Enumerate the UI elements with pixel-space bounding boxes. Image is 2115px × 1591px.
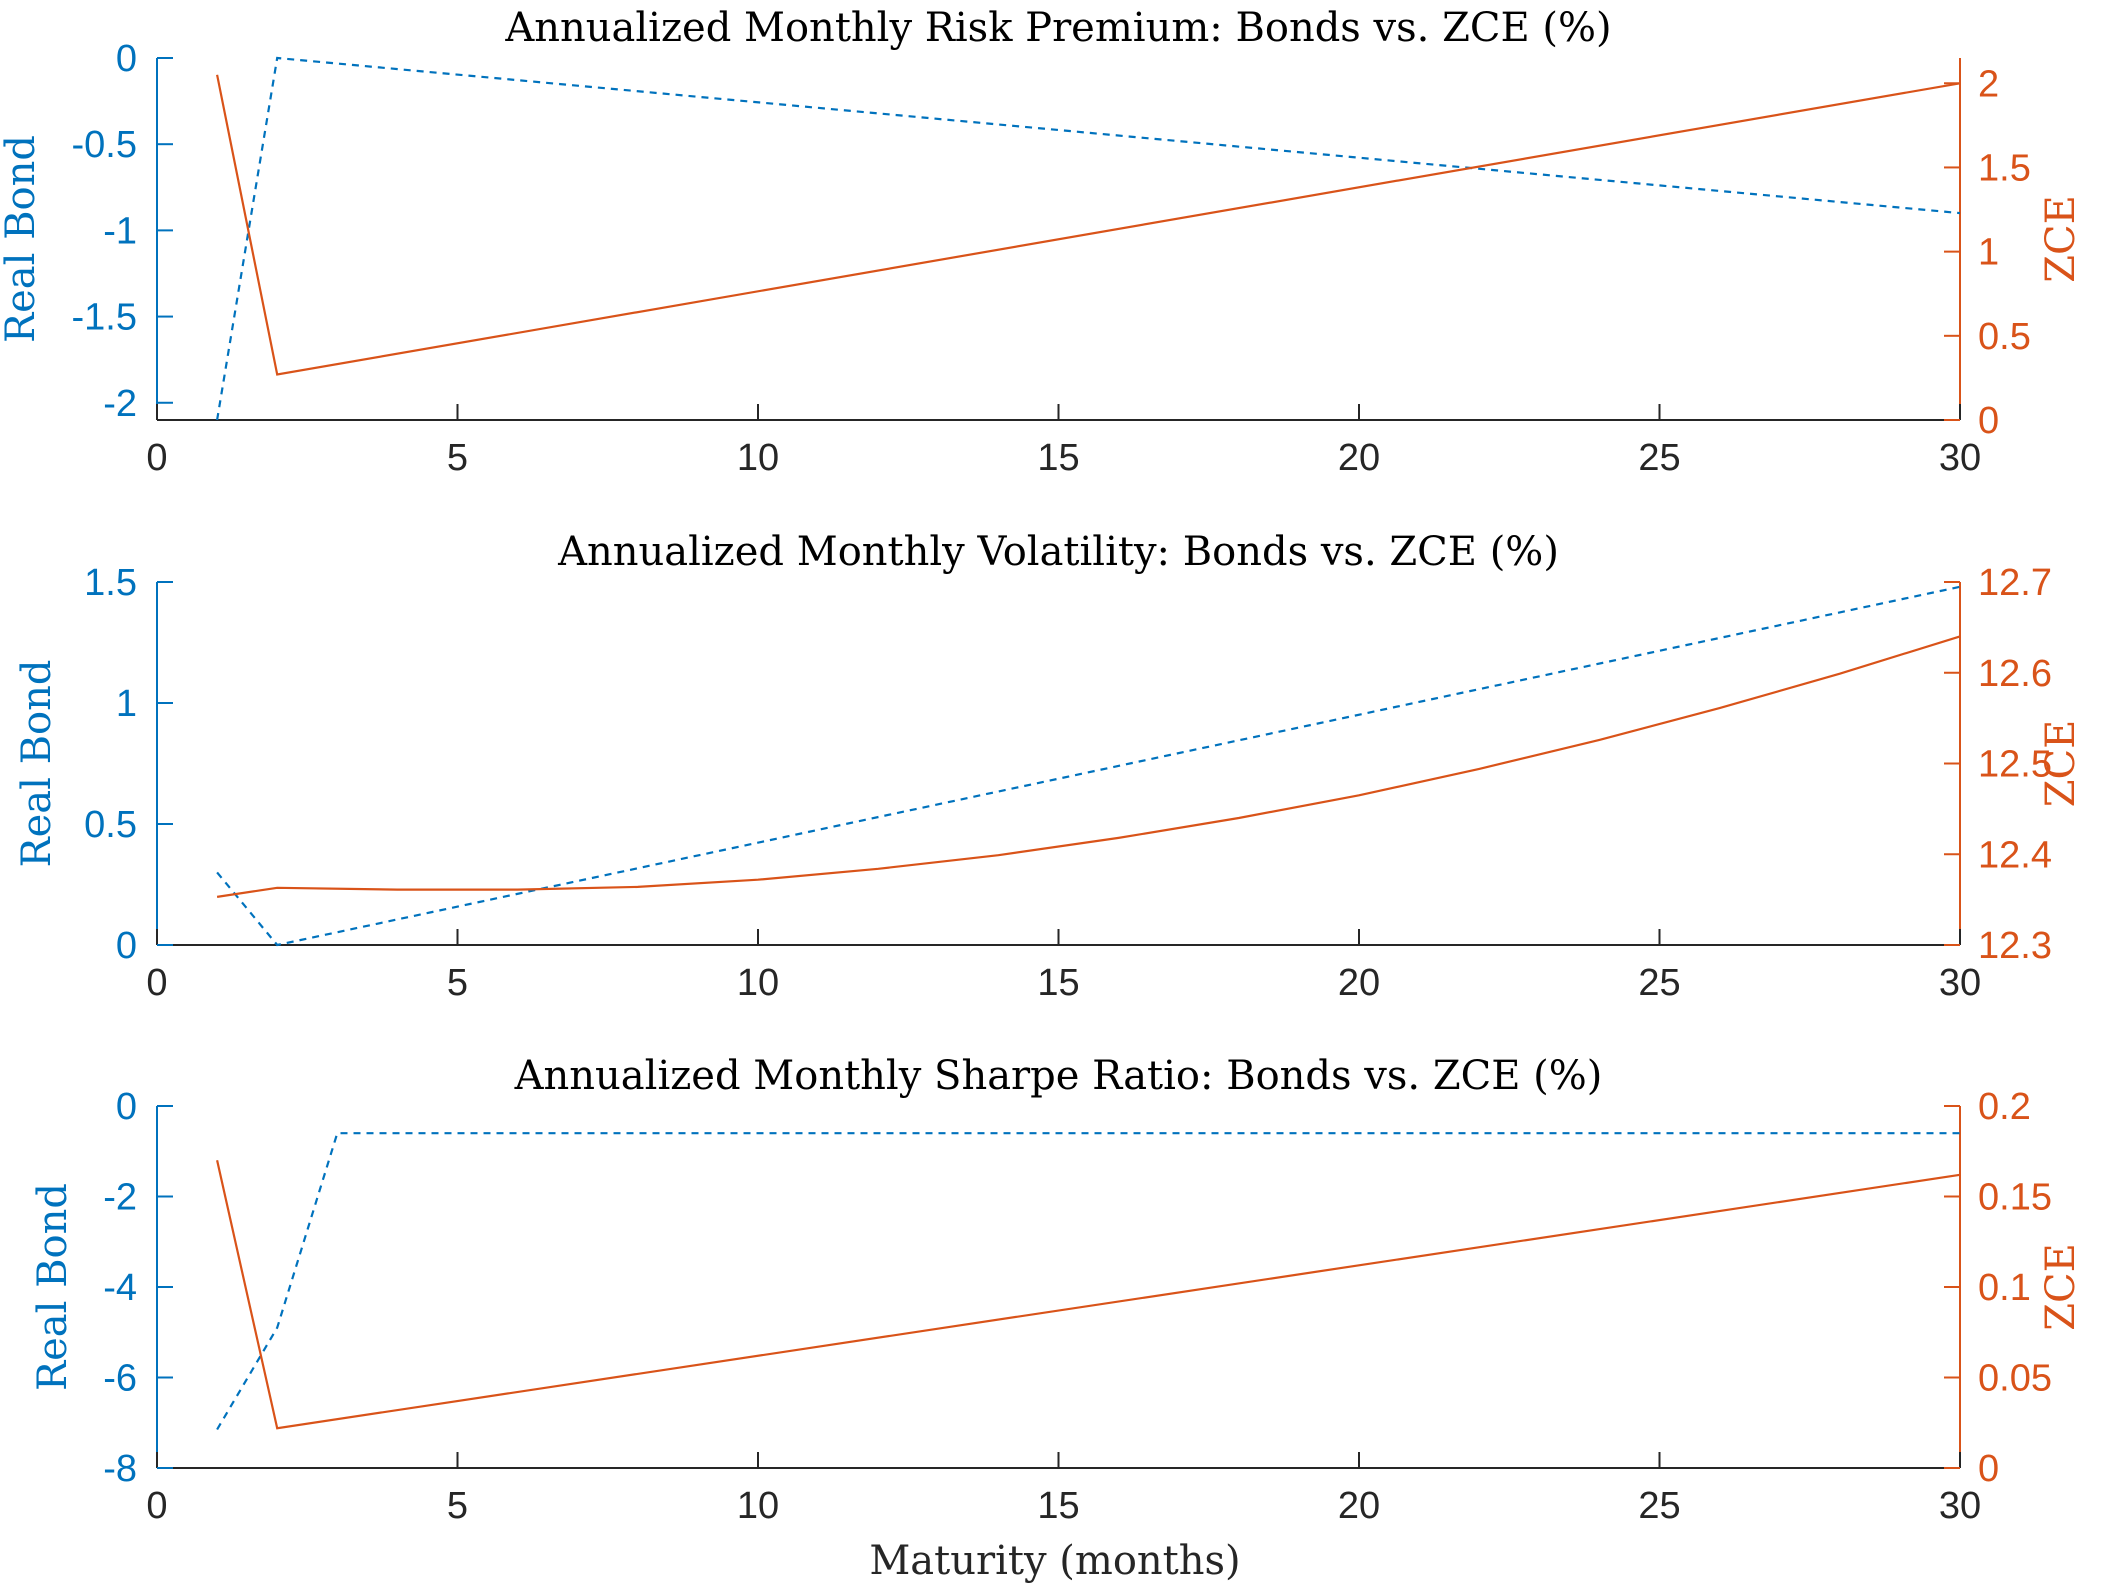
chart-title: Annualized Monthly Volatility: Bonds vs.…: [557, 529, 1559, 575]
right-y-tick-label: 0.15: [1978, 1177, 2052, 1219]
right-y-tick-label: 0.1: [1978, 1267, 2031, 1309]
right-y-tick-label: 12.5: [1978, 744, 2052, 786]
x-tick-label: 25: [1638, 437, 1680, 479]
x-tick-label: 5: [447, 1485, 468, 1527]
chart-title: Annualized Monthly Risk Premium: Bonds v…: [504, 5, 1611, 51]
x-tick-label: 30: [1939, 437, 1981, 479]
left-y-tick-label: 0: [116, 925, 137, 967]
right-y-axis-label: ZCE: [2038, 195, 2084, 283]
left-y-tick-label: -4: [103, 1267, 137, 1309]
right-y-axis-label: ZCE: [2038, 720, 2084, 808]
left-y-tick-label: 0: [116, 38, 137, 80]
left-y-axis-label: Real Bond: [30, 1183, 76, 1391]
x-tick-label: 20: [1338, 1485, 1380, 1527]
x-tick-label: 5: [447, 437, 468, 479]
chart-panels: Annualized Monthly Risk Premium: Bonds v…: [0, 5, 2084, 1527]
left-y-tick-label: 0.5: [84, 804, 137, 846]
x-tick-label: 0: [146, 437, 167, 479]
right-y-tick-label: 0.05: [1978, 1358, 2052, 1400]
x-tick-label: 25: [1638, 1485, 1680, 1527]
chart-panel-1: Annualized Monthly Risk Premium: Bonds v…: [0, 5, 2084, 479]
chart-panel-3: Annualized Monthly Sharpe Ratio: Bonds v…: [30, 1053, 2084, 1527]
right-y-tick-label: 0.2: [1978, 1086, 2031, 1128]
left-y-axis-label: Real Bond: [0, 135, 44, 343]
x-tick-label: 10: [737, 1485, 779, 1527]
x-tick-label: 15: [1037, 1485, 1079, 1527]
real-bond-series-line: [216, 1132, 1960, 1431]
right-y-axis-label: ZCE: [2038, 1243, 2084, 1331]
x-tick-label: 30: [1939, 1485, 1981, 1527]
right-y-tick-label: 12.4: [1978, 834, 2052, 876]
left-y-tick-label: -8: [103, 1448, 137, 1490]
right-y-tick-label: 12.3: [1978, 925, 2052, 967]
x-tick-label: 0: [146, 1485, 167, 1527]
chart-panel-2: Annualized Monthly Volatility: Bonds vs.…: [14, 529, 2084, 1004]
x-tick-label: 20: [1338, 962, 1380, 1004]
left-y-tick-label: 1.5: [84, 562, 137, 604]
left-y-tick-label: -0.5: [72, 124, 137, 166]
x-tick-label: 20: [1338, 437, 1380, 479]
left-y-tick-label: -6: [103, 1358, 137, 1400]
chart-title: Annualized Monthly Sharpe Ratio: Bonds v…: [514, 1053, 1603, 1099]
x-tick-label: 25: [1638, 962, 1680, 1004]
right-y-tick-label: 0.5: [1978, 316, 2031, 358]
left-y-tick-label: -2: [103, 383, 137, 425]
right-y-tick-label: 0: [1978, 1448, 1999, 1490]
x-tick-label: 5: [447, 962, 468, 1004]
zce-series-line: [216, 635, 1961, 898]
x-tick-label: 10: [737, 962, 779, 1004]
left-y-tick-label: 0: [116, 1086, 137, 1128]
x-tick-label: 30: [1939, 962, 1981, 1004]
x-tick-label: 15: [1037, 437, 1079, 479]
left-y-tick-label: -1.5: [72, 297, 137, 339]
zce-series-line: [216, 74, 1961, 376]
x-axis-label: Maturity (months): [869, 1538, 1240, 1584]
real-bond-series-line: [216, 56, 1961, 421]
right-y-tick-label: 12.6: [1978, 653, 2052, 695]
right-y-tick-label: 1.5: [1978, 147, 2031, 189]
left-y-tick-label: -2: [103, 1177, 137, 1219]
right-y-tick-label: 2: [1978, 63, 1999, 105]
left-y-tick-label: -1: [103, 210, 137, 252]
left-y-axis-label: Real Bond: [14, 660, 60, 868]
x-tick-label: 15: [1037, 962, 1079, 1004]
right-y-tick-label: 1: [1978, 232, 1999, 274]
right-y-tick-label: 12.7: [1978, 562, 2052, 604]
x-tick-label: 10: [737, 437, 779, 479]
zce-series-line: [216, 1160, 1961, 1430]
left-y-tick-label: 1: [116, 683, 137, 725]
right-y-tick-label: 0: [1978, 400, 1999, 442]
real-bond-series-line: [216, 585, 1961, 947]
x-tick-label: 0: [146, 962, 167, 1004]
